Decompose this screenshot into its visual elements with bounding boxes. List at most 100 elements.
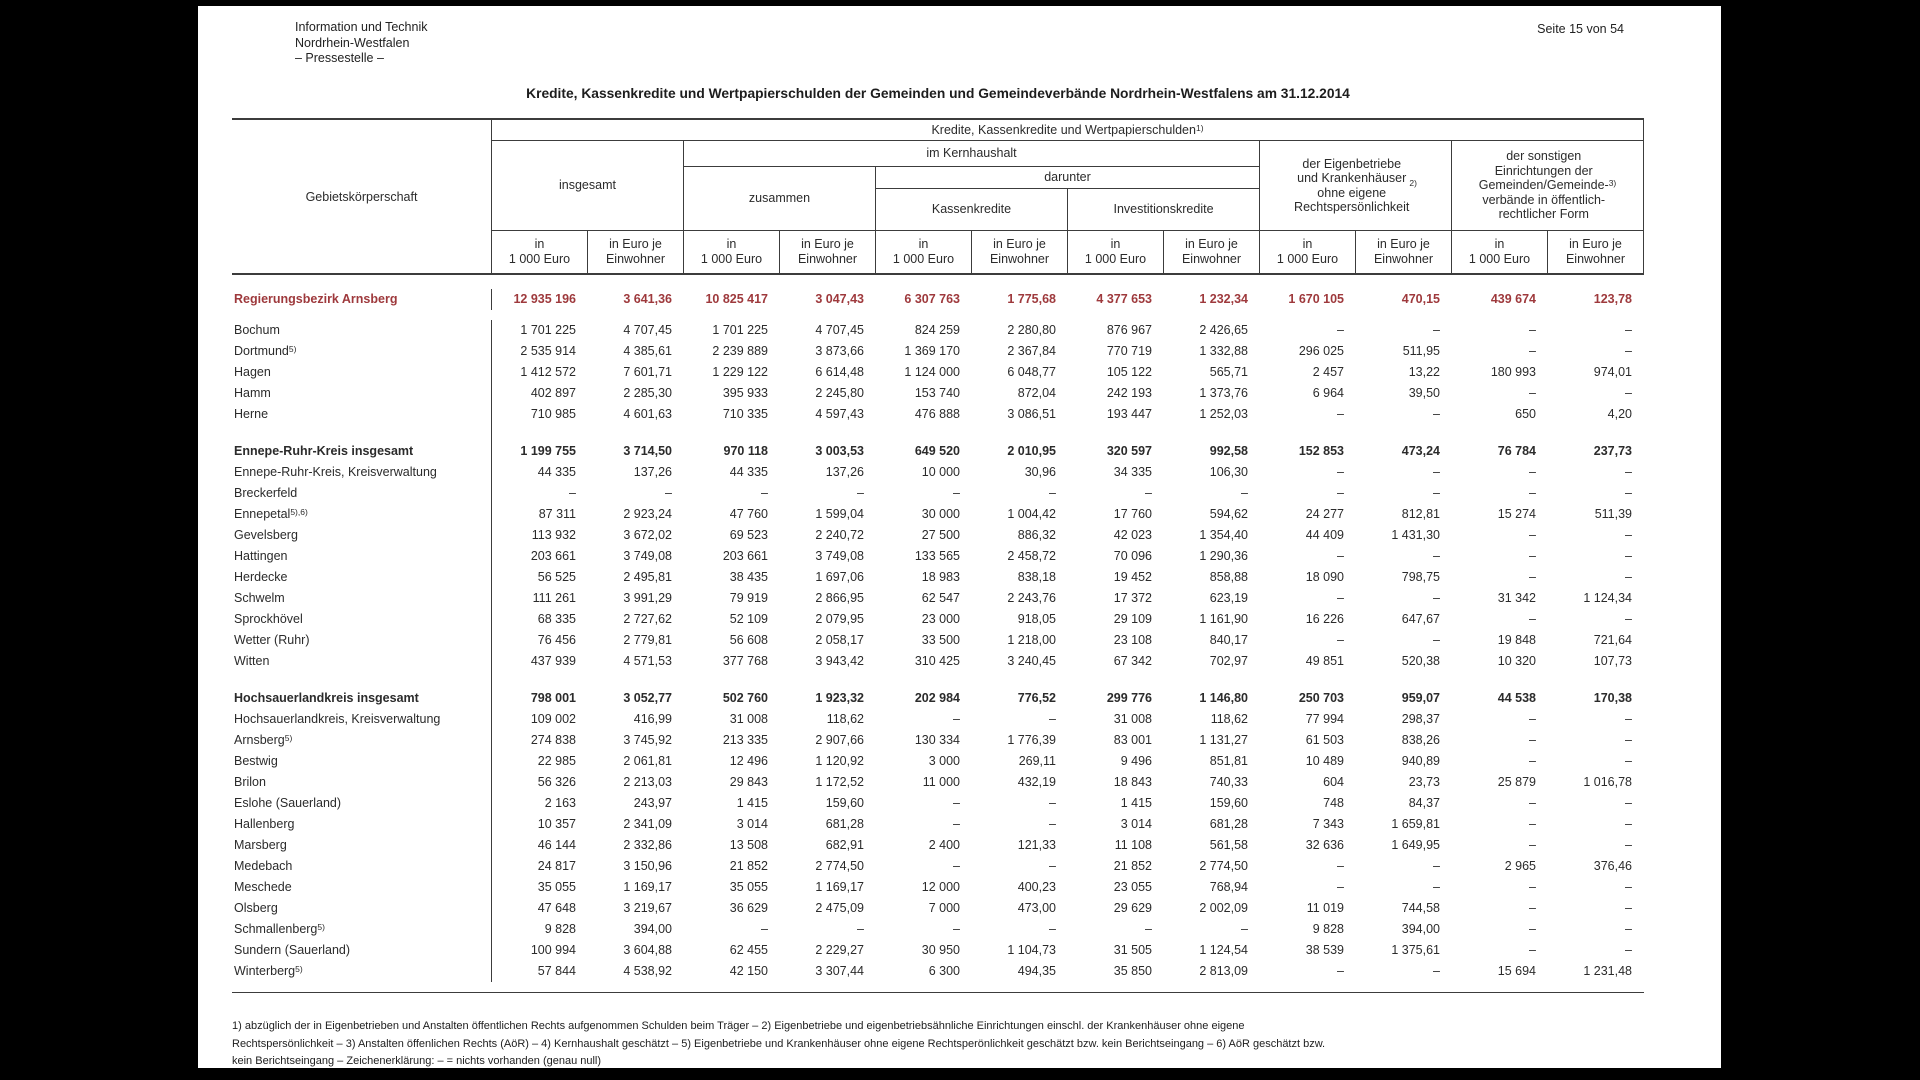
value-cell: 1 229 122	[712, 365, 768, 379]
value-cell: 2 475,09	[815, 901, 864, 915]
value-cell: –	[1433, 323, 1440, 337]
value-cell: –	[1529, 465, 1536, 479]
value-cell: 702,97	[1209, 654, 1248, 668]
table-row: Gevelsberg 113 932 3 672,02 69 523 2 240,72 2…	[232, 525, 1644, 546]
value-cell: 46 144	[537, 838, 576, 852]
value-cell: 798 001	[530, 691, 576, 705]
table-row: Winterberg5) 57 844 4 538,92 42 150 3 307,44…	[232, 961, 1644, 982]
value-cell: 2 061,81	[623, 754, 672, 768]
value-cell: 432,19	[1017, 775, 1056, 789]
row-label: Olsberg	[232, 898, 492, 919]
corner-header: Gebietskörperschaft	[232, 120, 492, 273]
value-cell: 2 245,80	[815, 386, 864, 400]
value-cell: 1 124 000	[904, 365, 960, 379]
value-cell: –	[1625, 754, 1632, 768]
value-cell: 918,05	[1017, 612, 1056, 626]
value-cell: 19 848	[1497, 633, 1536, 647]
value-cell: 193 447	[1106, 407, 1152, 421]
value-cell: –	[1529, 796, 1536, 810]
row-footnote-marker: 5),6)	[290, 507, 308, 517]
row-label: Ennepetal5),6)	[232, 504, 492, 525]
table-row: Hamm 402 897 2 285,30 395 933 2 245,80 153 74…	[232, 383, 1644, 404]
value-cell: 39,50	[1408, 386, 1440, 400]
value-cell: 1 231,48	[1583, 964, 1632, 978]
value-cell: –	[1337, 323, 1344, 337]
value-cell: 1 415	[1120, 796, 1152, 810]
value-cell: 47 760	[729, 507, 768, 521]
value-cell: 9 828	[544, 922, 576, 936]
row-footnote-marker: 5)	[284, 733, 293, 743]
value-cell: –	[953, 859, 960, 873]
value-cell: 2 213,03	[623, 775, 672, 789]
unit-header-thousand-euro: in 1 000 Euro	[1260, 231, 1356, 273]
value-cell: 118,62	[826, 712, 864, 726]
value-cell: 2 965	[1504, 859, 1536, 873]
value-cell: 1 232,34	[1199, 292, 1248, 306]
value-cell: 269,11	[1018, 754, 1056, 768]
value-cell: 27 500	[921, 528, 960, 542]
footnote-marker-2: 2)	[1409, 178, 1417, 189]
value-cell: –	[1433, 486, 1440, 500]
value-cell: –	[1529, 323, 1536, 337]
value-cell: 83 001	[1113, 733, 1152, 747]
value-cell: 2 458,72	[1007, 549, 1056, 563]
value-cell: 6 964	[1312, 386, 1344, 400]
value-cell: 647,67	[1401, 612, 1440, 626]
table-row: Meschede 35 055 1 169,17 35 055 1 169,17 12 0…	[232, 877, 1644, 898]
table-row: Arnsberg5) 274 838 3 745,92 213 335 2 907,66…	[232, 730, 1644, 751]
value-cell: 604	[1323, 775, 1344, 789]
value-cell: 10 357	[537, 817, 576, 831]
column-group-kernhaushalt: im Kernhaushalt zusammen darunter Kassen…	[684, 141, 1260, 231]
value-cell: –	[1433, 880, 1440, 894]
value-cell: 57 844	[537, 964, 576, 978]
value-cell: –	[1529, 817, 1536, 831]
value-cell: 33 500	[921, 633, 960, 647]
value-cell: 180 993	[1490, 365, 1536, 379]
column-group-investitionskredite: Investitionskredite	[1068, 189, 1260, 231]
value-cell: –	[1625, 549, 1632, 563]
value-cell: 959,07	[1401, 691, 1440, 705]
value-cell: –	[1337, 549, 1344, 563]
footnote-line-2: Rechtspersönlichkeit – 3) Anstalten öffe…	[232, 1037, 1326, 1050]
value-cell: 3 749,08	[623, 549, 672, 563]
value-cell: 3 745,92	[623, 733, 672, 747]
value-cell: 152 853	[1298, 444, 1344, 458]
value-cell: 69 523	[729, 528, 768, 542]
value-cell: 4 538,92	[623, 964, 672, 978]
value-cell: –	[1337, 633, 1344, 647]
row-footnote-marker: 5)	[295, 964, 303, 974]
row-label: Ennepe-Ruhr-Kreis, Kreisverwaltung	[232, 462, 492, 483]
value-cell: 12 000	[921, 880, 960, 894]
value-cell: 12 935 196	[513, 292, 576, 306]
value-cell: 62 455	[729, 943, 768, 957]
page-number: Seite 15 von 54	[1537, 22, 1624, 36]
value-cell: –	[1529, 344, 1536, 358]
row-label: Wetter (Ruhr)	[232, 630, 492, 651]
value-cell: 30 950	[921, 943, 960, 957]
table-row: Herne 710 985 4 601,63 710 335 4 597,43 476 8…	[232, 404, 1644, 425]
value-cell: –	[1625, 922, 1632, 936]
value-cell: 9 496	[1120, 754, 1152, 768]
value-cell: 7 343	[1312, 817, 1344, 831]
value-cell: –	[953, 817, 960, 831]
document-page: Information und Technik Nordrhein-Westfa…	[198, 6, 1721, 1068]
table-row: Breckerfeld – – – – – – – – – – – –	[232, 483, 1644, 504]
table-row: Hochsauerlandkreis, Kreisverwaltung 109 0…	[232, 709, 1644, 730]
value-cell: –	[1529, 528, 1536, 542]
value-cell: 17 760	[1113, 507, 1152, 521]
column-group-darunter: darunter Kassenkredite Investitionskredi…	[876, 167, 1260, 231]
value-cell: –	[761, 486, 768, 500]
value-cell: 19 452	[1113, 570, 1152, 584]
value-cell: 68 335	[537, 612, 576, 626]
value-cell: 137,26	[633, 465, 672, 479]
value-cell: 6 048,77	[1007, 365, 1056, 379]
value-cell: 242 193	[1106, 386, 1152, 400]
value-cell: 15 694	[1497, 964, 1536, 978]
value-cell: 2 163	[544, 796, 576, 810]
row-label: Schwelm	[232, 588, 492, 609]
value-cell: –	[1529, 486, 1536, 500]
value-cell: 3 749,08	[815, 549, 864, 563]
row-label	[232, 672, 492, 688]
value-cell: 274 838	[530, 733, 576, 747]
table-row: Olsberg 47 648 3 219,67 36 629 2 475,09 7 000…	[232, 898, 1644, 919]
